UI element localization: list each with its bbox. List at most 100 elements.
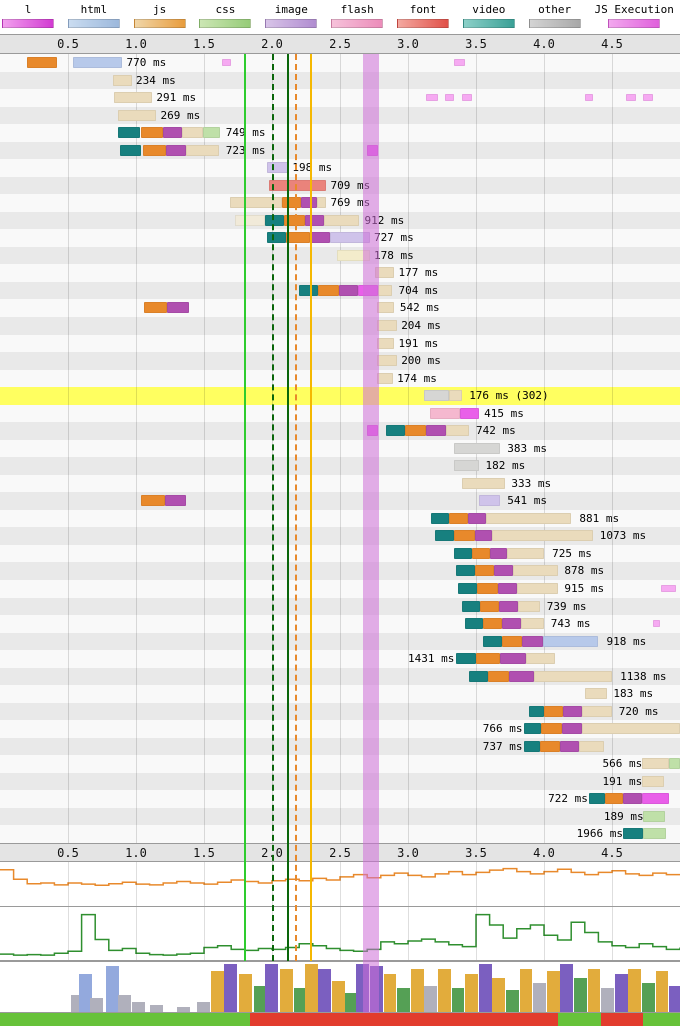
request-segment-tan[interactable] bbox=[584, 688, 607, 700]
request-segment-jsx[interactable] bbox=[643, 94, 653, 102]
request-segment-tan[interactable] bbox=[582, 723, 680, 735]
request-segment-tan[interactable] bbox=[114, 92, 153, 104]
request-segment-lav[interactable] bbox=[266, 162, 289, 174]
request-segment-dns[interactable] bbox=[435, 530, 455, 542]
request-segment-tan[interactable] bbox=[582, 705, 612, 717]
request-segment-green[interactable] bbox=[643, 828, 667, 840]
request-segment-jsx[interactable] bbox=[454, 59, 466, 66]
request-segment-conn[interactable] bbox=[605, 793, 623, 805]
request-segment-conn[interactable] bbox=[141, 127, 164, 139]
request-segment-ssl[interactable] bbox=[561, 723, 583, 735]
request-segment-ssl[interactable] bbox=[560, 740, 580, 752]
request-segment-dns[interactable] bbox=[622, 828, 644, 840]
request-segment-tan[interactable] bbox=[485, 512, 572, 524]
request-segment-conn[interactable] bbox=[318, 284, 339, 296]
request-segment-green[interactable] bbox=[643, 810, 666, 822]
request-segment-ssl[interactable] bbox=[165, 144, 187, 156]
request-segment-magenta[interactable] bbox=[367, 144, 379, 156]
request-segment-dns[interactable] bbox=[523, 723, 542, 735]
request-segment-ssl[interactable] bbox=[163, 127, 183, 139]
request-segment-ssl[interactable] bbox=[522, 635, 543, 647]
request-segment-conn[interactable] bbox=[284, 214, 305, 226]
request-segment-dns[interactable] bbox=[482, 635, 502, 647]
request-segment-dns[interactable] bbox=[458, 583, 478, 594]
request-segment-green[interactable] bbox=[202, 127, 221, 139]
request-segment-tan[interactable] bbox=[641, 758, 670, 770]
request-segment-conn[interactable] bbox=[285, 232, 311, 244]
request-segment-conn[interactable] bbox=[480, 600, 500, 612]
request-segment-magenta[interactable] bbox=[357, 284, 379, 296]
request-segment-conn[interactable] bbox=[471, 547, 490, 559]
request-segment-tan[interactable] bbox=[182, 127, 203, 139]
request-segment-dns[interactable] bbox=[386, 425, 406, 437]
request-segment-tan[interactable] bbox=[462, 477, 505, 489]
request-segment-conn[interactable] bbox=[27, 57, 58, 68]
request-segment-ssl[interactable] bbox=[304, 214, 324, 226]
request-segment-dns[interactable] bbox=[118, 127, 141, 139]
request-segment-ssl[interactable] bbox=[622, 793, 642, 805]
request-segment-ssl[interactable] bbox=[489, 547, 508, 559]
request-segment-tan[interactable] bbox=[112, 74, 132, 86]
request-segment-tan[interactable] bbox=[520, 618, 544, 630]
request-segment-ssl[interactable] bbox=[167, 302, 190, 314]
request-segment-tan[interactable] bbox=[518, 600, 540, 612]
request-segment-dns[interactable] bbox=[265, 214, 285, 226]
request-segment-ssl[interactable] bbox=[499, 600, 519, 612]
request-segment-tan[interactable] bbox=[186, 144, 219, 156]
request-segment-conn[interactable] bbox=[477, 583, 498, 594]
request-segment-tan[interactable] bbox=[492, 530, 593, 542]
request-segment-dns[interactable] bbox=[431, 512, 449, 524]
request-segment-tan[interactable] bbox=[118, 109, 157, 121]
request-segment-ssl[interactable] bbox=[563, 705, 583, 717]
request-segment-gray[interactable] bbox=[424, 390, 449, 402]
request-segment-tan[interactable] bbox=[229, 197, 282, 209]
request-segment-tan[interactable] bbox=[378, 284, 392, 296]
request-segment-dns[interactable] bbox=[588, 793, 606, 805]
request-segment-conn[interactable] bbox=[541, 723, 562, 735]
request-segment-red[interactable] bbox=[269, 179, 327, 191]
request-segment-ssl[interactable] bbox=[493, 565, 513, 577]
request-segment-dns[interactable] bbox=[462, 600, 481, 612]
request-segment-dns[interactable] bbox=[299, 284, 319, 296]
request-segment-tan[interactable] bbox=[375, 267, 395, 279]
request-segment-tan[interactable] bbox=[446, 425, 470, 437]
request-segment-dns[interactable] bbox=[266, 232, 286, 244]
request-segment-jsx[interactable] bbox=[625, 94, 637, 102]
request-segment-yellow[interactable] bbox=[337, 249, 370, 261]
request-segment-lav[interactable] bbox=[478, 495, 501, 507]
request-segment-jsx[interactable] bbox=[425, 94, 438, 102]
request-segment-jsx[interactable] bbox=[444, 94, 455, 102]
request-segment-ssl[interactable] bbox=[310, 232, 331, 244]
request-segment-ssl[interactable] bbox=[338, 284, 358, 296]
request-segment-ssl[interactable] bbox=[300, 197, 317, 209]
request-segment-tan[interactable] bbox=[316, 197, 327, 209]
request-segment-ssl[interactable] bbox=[474, 530, 493, 542]
request-segment-tan[interactable] bbox=[516, 583, 558, 594]
request-segment-dns[interactable] bbox=[469, 670, 489, 682]
request-segment-tan[interactable] bbox=[376, 372, 394, 384]
request-segment-ssl[interactable] bbox=[500, 653, 527, 665]
request-segment-magenta[interactable] bbox=[459, 407, 479, 419]
request-segment-gray[interactable] bbox=[454, 442, 501, 454]
request-segment-tan[interactable] bbox=[507, 547, 544, 559]
request-segment-jsx[interactable] bbox=[221, 59, 232, 66]
request-segment-conn[interactable] bbox=[405, 425, 426, 437]
request-segment-tan[interactable] bbox=[323, 214, 360, 226]
request-segment-conn[interactable] bbox=[474, 565, 494, 577]
request-segment-tan[interactable] bbox=[534, 670, 612, 682]
request-segment-tan[interactable] bbox=[512, 565, 558, 577]
request-segment-tan[interactable] bbox=[641, 775, 664, 787]
request-segment-ssl[interactable] bbox=[164, 495, 187, 507]
request-segment-ssl[interactable] bbox=[501, 618, 521, 630]
request-segment-dns[interactable] bbox=[523, 740, 540, 752]
request-segment-dns[interactable] bbox=[454, 547, 472, 559]
request-segment-jsx[interactable] bbox=[584, 94, 593, 102]
request-segment-html[interactable] bbox=[542, 635, 599, 647]
request-segment-tan[interactable] bbox=[376, 302, 395, 314]
request-segment-dns[interactable] bbox=[455, 653, 476, 665]
request-segment-ssl[interactable] bbox=[497, 583, 517, 594]
request-segment-magenta[interactable] bbox=[367, 425, 379, 437]
request-segment-conn[interactable] bbox=[454, 530, 475, 542]
request-segment-conn[interactable] bbox=[281, 197, 301, 209]
request-segment-ssl[interactable] bbox=[467, 512, 486, 524]
